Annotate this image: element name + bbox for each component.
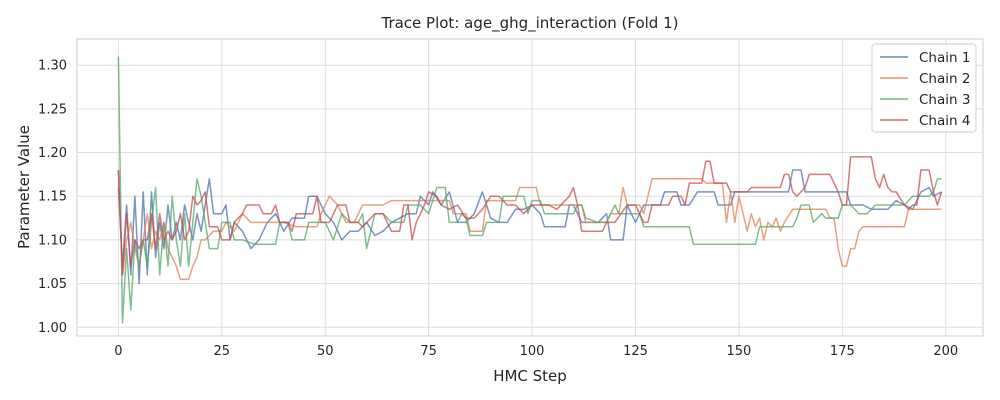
- x-tick-label: 125: [623, 344, 648, 359]
- y-tick-label: 1.05: [38, 277, 67, 292]
- legend-label: Chain 3: [919, 92, 970, 108]
- x-tick-label: 50: [317, 344, 334, 359]
- x-tick-label: 75: [420, 344, 437, 359]
- legend-box: [871, 43, 977, 133]
- x-tick-label: 0: [114, 344, 122, 359]
- series-line-chain-4: [117, 156, 943, 276]
- x-tick-label: 25: [214, 344, 231, 359]
- y-tick-label: 1.20: [38, 146, 67, 161]
- chart-title: Trace Plot: age_ghg_interaction (Fold 1): [380, 14, 678, 33]
- series-line-chain-2: [117, 169, 942, 280]
- series-group: [117, 56, 943, 324]
- x-tick-label: 150: [727, 344, 752, 359]
- y-ticks: 1.00 1.05 1.10 1.15 1.20 1.25 1.30: [38, 59, 67, 336]
- y-axis-label: Parameter Value: [15, 125, 33, 249]
- x-ticks: 0 25 50 75 100 125 150 175 200: [114, 344, 958, 359]
- x-axis-label: HMC Step: [493, 367, 567, 385]
- legend-label: Chain 1: [919, 50, 970, 66]
- series-line-chain-3: [117, 56, 942, 324]
- x-tick-label: 200: [933, 344, 958, 359]
- y-tick-label: 1.25: [38, 102, 67, 117]
- y-tick-label: 1.10: [38, 233, 67, 248]
- series-line-chain-1: [117, 169, 942, 285]
- y-tick-label: 1.15: [38, 190, 67, 205]
- legend: Chain 1 Chain 2 Chain 3 Chain 4: [871, 43, 977, 133]
- x-tick-label: 175: [830, 344, 855, 359]
- y-tick-label: 1.30: [38, 59, 67, 74]
- y-tick-label: 1.00: [38, 321, 67, 336]
- x-tick-label: 100: [520, 344, 545, 359]
- legend-label: Chain 2: [919, 71, 970, 87]
- legend-label: Chain 4: [919, 113, 970, 129]
